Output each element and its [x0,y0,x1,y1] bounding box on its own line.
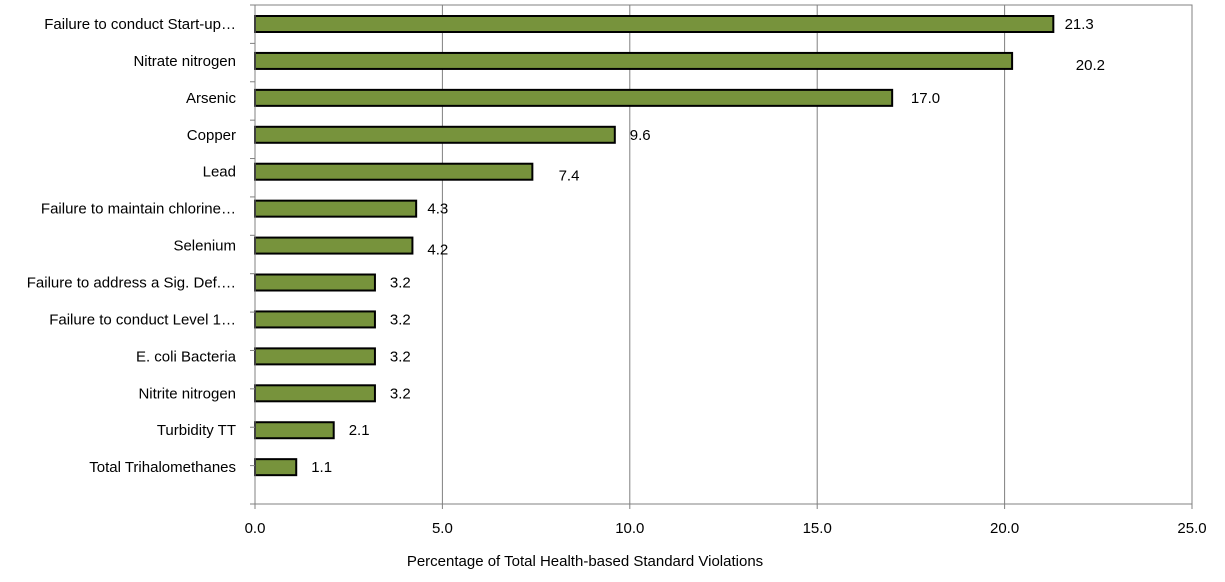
data-label: 4.2 [427,242,448,259]
x-tick-label: 20.0 [990,520,1019,537]
bar [254,15,1055,33]
bar [254,458,298,477]
data-label: 7.4 [559,168,580,185]
category-label: Failure to conduct Start-up… [44,16,236,33]
x-tick-label: 10.0 [615,520,644,537]
data-label: 2.1 [349,422,370,439]
x-tick-label: 25.0 [1177,520,1206,537]
bar [254,310,376,329]
x-tick-labels: 0.0 5.0 10.0 15.0 20.0 25.0 [245,520,1207,537]
category-label: Lead [203,164,236,181]
data-label: 1.1 [311,459,332,476]
category-labels: Failure to conduct Start-up… Nitrate nitr… [27,16,237,476]
category-label: Copper [187,127,236,144]
gridlines [441,5,1006,504]
category-label: Nitrite nitrogen [138,385,236,402]
data-label: 20.2 [1076,57,1105,74]
category-label: Selenium [173,238,236,255]
data-label: 3.2 [390,348,411,365]
bar [254,347,376,366]
data-label: 17.0 [911,90,940,107]
plot-border [254,4,1193,505]
bar [254,125,616,144]
bars [254,15,1055,477]
bar [254,88,894,107]
data-label: 9.6 [630,127,651,144]
data-label: 4.3 [427,201,448,218]
category-label: Failure to address a Sig. Def.… [27,275,236,292]
x-tick-label: 5.0 [432,520,453,537]
x-tick-label: 15.0 [803,520,832,537]
bar [254,384,376,403]
category-label: Nitrate nitrogen [133,53,236,70]
category-label: Turbidity TT [157,422,236,439]
bar [254,162,534,181]
x-axis-title: Percentage of Total Health-based Standar… [407,553,763,570]
data-label: 21.3 [1065,16,1094,33]
bar [254,236,414,255]
bar [254,51,1014,70]
x-tick-label: 0.0 [245,520,266,537]
data-labels: 21.3 20.2 17.0 9.6 7.4 4.3 4.2 3.2 3.2 3.2 3.2 2.1 1… [311,16,1105,476]
category-label: Total Trihalomethanes [89,459,236,476]
data-label: 3.2 [390,311,411,328]
category-label: Arsenic [186,90,237,107]
bar [254,273,376,292]
data-label: 3.2 [390,385,411,402]
category-label: Failure to conduct Level 1… [49,311,236,328]
data-label: 3.2 [390,275,411,292]
category-label: Failure to maintain chlorine… [41,201,236,218]
bar [254,199,418,218]
bar [254,421,335,440]
plot-frame [250,4,1193,509]
category-label: E. coli Bacteria [136,348,237,365]
